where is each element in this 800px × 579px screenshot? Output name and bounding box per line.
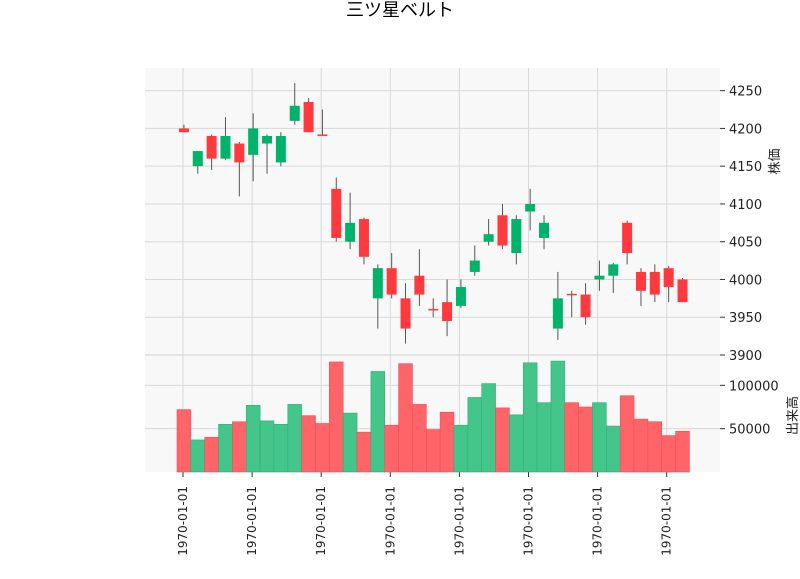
volume-bar <box>619 395 635 473</box>
volume-axis-label: 出来高 <box>785 396 800 435</box>
x-tick-label: 1970-01-01 <box>314 486 328 556</box>
candle-body <box>677 279 688 303</box>
volume-bar <box>536 402 552 473</box>
volume-bar <box>439 411 455 473</box>
volume-bar <box>329 361 344 473</box>
price-panel-bg <box>145 68 720 355</box>
volume-bar <box>564 402 579 473</box>
candle-body <box>400 298 411 329</box>
volume-bar <box>453 424 469 473</box>
price-tick-label: 4050 <box>729 236 762 251</box>
x-tick-label: 1970-01-01 <box>522 486 536 556</box>
candle-body <box>178 128 189 133</box>
candle-body <box>608 264 619 276</box>
candle-body <box>539 222 550 238</box>
volume-bar <box>245 404 261 473</box>
candle-body <box>303 101 314 133</box>
price-tick-label: 3950 <box>729 311 762 326</box>
price-tick-label: 4250 <box>729 85 762 100</box>
candle-body <box>594 275 605 280</box>
candle-body <box>552 298 563 329</box>
price-tick-label: 4150 <box>729 160 762 175</box>
x-tick-label: 1970-01-01 <box>245 486 259 556</box>
volume-bar <box>204 437 219 473</box>
candle-body <box>663 268 674 288</box>
volume-bar <box>578 406 593 473</box>
candle-body <box>206 135 217 159</box>
volume-bar <box>495 407 510 473</box>
volume-bar <box>509 414 524 473</box>
candle-body <box>248 128 259 155</box>
volume-bar <box>287 404 302 473</box>
candle-body <box>386 268 397 295</box>
candle-body <box>234 143 245 163</box>
volume-bar <box>412 404 427 473</box>
volume-bar <box>675 430 690 473</box>
price-axis-label: 株価 <box>768 148 783 174</box>
volume-tick-label: 50000 <box>729 423 770 438</box>
candle-body <box>455 287 466 306</box>
candle-body <box>649 271 660 295</box>
candle-body <box>497 215 508 246</box>
volume-bar <box>481 383 496 473</box>
candle-body <box>428 308 439 311</box>
candle-body <box>566 293 577 296</box>
candle-body <box>289 105 300 121</box>
volume-bar <box>592 402 607 473</box>
candle-body <box>525 203 536 212</box>
volume-bar <box>661 435 676 473</box>
candle-body <box>317 134 328 136</box>
candle-body <box>275 135 286 163</box>
candle-body <box>220 135 231 159</box>
volume-bar <box>176 409 192 473</box>
candle-body <box>622 222 633 254</box>
chart-title: 三ツ星ベルト <box>346 0 454 21</box>
volume-bar <box>190 439 206 473</box>
volume-bar <box>425 429 441 473</box>
volume-bar <box>384 424 399 473</box>
price-tick-label: 4100 <box>729 198 762 213</box>
volume-bar <box>259 420 275 473</box>
volume-bar <box>218 424 233 473</box>
candle-body <box>372 268 383 299</box>
x-tick-label: 1970-01-01 <box>176 486 190 556</box>
volume-bar <box>606 425 621 473</box>
price-tick-label: 4000 <box>729 273 762 288</box>
candle-body <box>580 294 591 318</box>
volume-bar <box>315 423 330 473</box>
volume-bar <box>647 421 663 473</box>
candle-body <box>442 302 453 322</box>
volume-bar <box>550 360 566 473</box>
volume-tick-label: 100000 <box>729 379 779 394</box>
candle-body <box>469 260 480 272</box>
volume-bar <box>633 418 649 473</box>
volume-bar <box>370 371 386 473</box>
price-tick-label: 4200 <box>729 122 762 137</box>
x-tick-label: 1970-01-01 <box>383 486 397 556</box>
candle-body <box>414 275 425 295</box>
volume-bar <box>522 362 538 473</box>
candle-body <box>358 219 369 257</box>
x-tick-label: 1970-01-01 <box>660 486 674 556</box>
x-tick-label: 1970-01-01 <box>591 486 605 556</box>
volume-bar <box>232 421 247 473</box>
volume-bar <box>467 397 483 473</box>
price-tick-label: 3900 <box>729 349 762 364</box>
volume-bar <box>273 424 289 473</box>
candle-body <box>331 188 342 238</box>
volume-bar <box>356 431 372 473</box>
candle-body <box>192 151 203 167</box>
volume-bar <box>301 415 316 473</box>
x-tick-label: 1970-01-01 <box>452 486 466 556</box>
candle-body <box>345 222 356 242</box>
candle-body <box>262 135 273 144</box>
volume-bar <box>342 412 358 473</box>
candle-body <box>483 234 494 242</box>
candle-body <box>511 219 522 254</box>
volume-bar <box>398 363 413 473</box>
candle-body <box>635 271 646 291</box>
